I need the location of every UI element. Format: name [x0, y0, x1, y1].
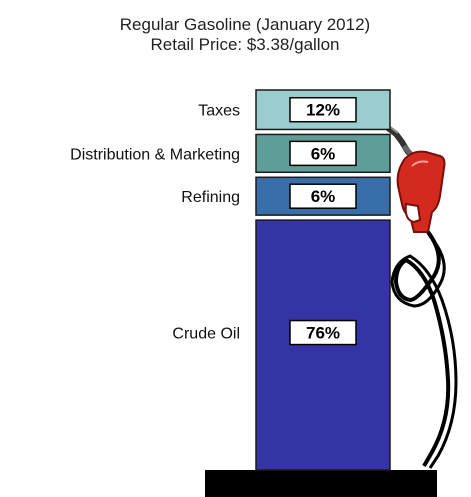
- value-label-box-taxes: [289, 96, 357, 123]
- chart-title: Regular Gasoline (January 2012): [120, 15, 370, 34]
- category-label-taxes: Taxes: [198, 103, 240, 120]
- pump-base: [205, 470, 437, 497]
- category-label-refining: Refining: [181, 189, 240, 206]
- value-labels: 12% 6% 6% 76%: [289, 96, 357, 346]
- value-label-crude-oil: 76%: [306, 324, 340, 343]
- value-label-distribution-marketing: 6%: [311, 144, 336, 163]
- gas-pump-nozzle-icon: [385, 125, 458, 469]
- value-label-box-refining: [289, 183, 357, 209]
- value-label-taxes: 12%: [306, 101, 340, 120]
- value-label-refining: 6%: [311, 187, 336, 206]
- category-labels: Taxes Distribution & Marketing Refining Cru…: [70, 103, 240, 343]
- value-label-box-distribution-marketing: [289, 140, 357, 167]
- category-label-distribution-marketing: Distribution & Marketing: [70, 146, 240, 163]
- category-label-crude-oil: Crude Oil: [172, 326, 240, 343]
- value-label-box-crude-oil: [289, 319, 357, 346]
- chart-subtitle: Retail Price: $3.38/gallon: [150, 35, 339, 54]
